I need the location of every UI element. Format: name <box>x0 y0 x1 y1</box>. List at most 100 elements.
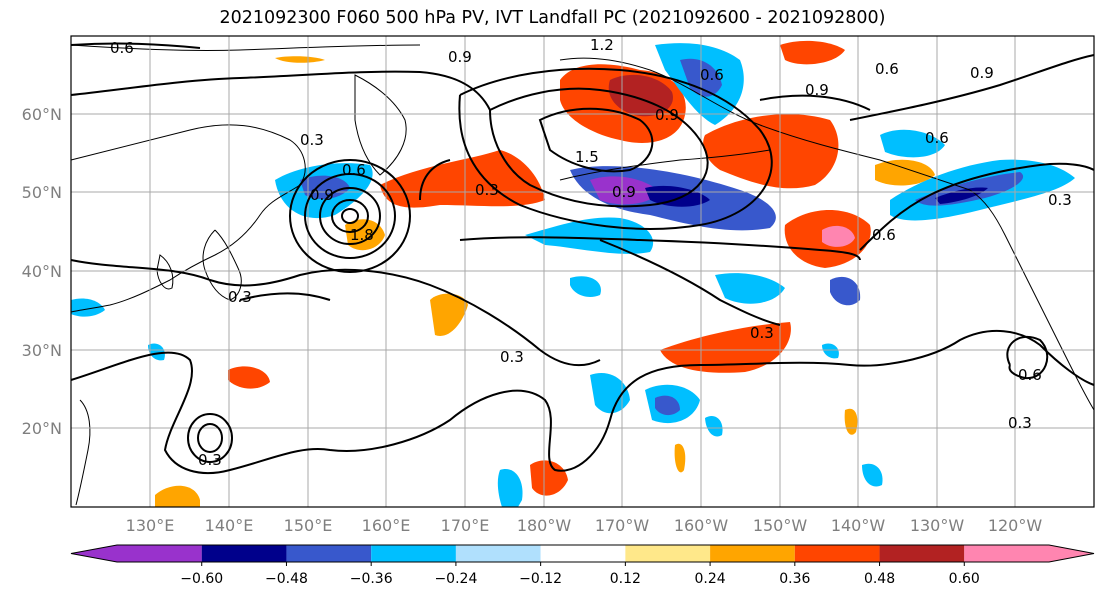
contour-aleutian-low <box>489 87 709 208</box>
contour-ne <box>759 94 871 111</box>
contour-mid-pac-2 <box>599 239 781 326</box>
contour-label: 0.9 <box>448 48 472 66</box>
contour-aleutian-low-2 <box>538 107 654 173</box>
contour-label: 1.8 <box>350 226 374 244</box>
contour-tropic-w-1 <box>187 413 234 463</box>
coast-asia <box>70 124 306 313</box>
colorbar-cell <box>625 545 711 562</box>
neg-region-central-2 <box>705 415 723 437</box>
neg-region-east-tropic <box>862 463 883 487</box>
coastlines <box>70 44 1095 506</box>
pos-region-arctic <box>780 40 845 65</box>
contour-ring-5 <box>341 208 360 224</box>
lon-label-130e: 130°E <box>126 516 175 535</box>
colorbar-cell <box>286 545 372 562</box>
coast-kamchatka <box>354 74 407 176</box>
contour-aleutian-4 <box>419 159 451 201</box>
colorbar-extension-low <box>71 545 202 562</box>
lon-label-160e: 160°E <box>362 516 411 535</box>
contour-label: 0.3 <box>500 348 524 366</box>
graticule <box>71 36 1094 507</box>
colorbar-tick-label: 0.24 <box>695 571 726 587</box>
contour-label: 0.3 <box>228 288 252 306</box>
contour-0.6-n <box>70 42 201 49</box>
contour-aleutian-low-3 <box>458 67 773 230</box>
lat-label-30n: 30°N <box>22 341 62 360</box>
pos-region-bc <box>875 159 935 186</box>
pv-contours <box>70 42 1095 475</box>
neg-region-west-edge <box>71 298 105 317</box>
colorbar-tick-label: 0.36 <box>779 571 810 587</box>
contour-label: 0.6 <box>872 226 896 244</box>
contour-label: 0.3 <box>475 181 499 199</box>
neg-region-aleutian <box>525 217 654 254</box>
colorbar-cell <box>455 545 541 562</box>
contour-label: 0.3 <box>1008 414 1032 432</box>
contour-label: 0.6 <box>342 161 366 179</box>
coast-japan <box>202 229 242 301</box>
contour-label-group: 0.6 0.9 1.2 0.6 0.9 0.3 0.6 0.9 1.5 0.9 … <box>110 36 1072 469</box>
colorbar-cell <box>540 545 626 562</box>
pos-region-kamchatka-edge <box>345 219 385 251</box>
contour-label: 0.3 <box>300 131 324 149</box>
lon-label-170e: 170°E <box>441 516 490 535</box>
colorbar-cell <box>371 545 456 562</box>
contour-label: 0.6 <box>925 129 949 147</box>
lat-label-40n: 40°N <box>22 262 62 281</box>
lon-label-140w: 140°W <box>831 516 886 535</box>
contour-label: 0.6 <box>110 39 134 57</box>
lat-label-60n: 60°N <box>22 105 62 124</box>
contour-label: 0.9 <box>612 183 636 201</box>
contour-label: 0.3 <box>198 451 222 469</box>
contour-label: 0.6 <box>700 66 724 84</box>
contour-label: 1.2 <box>590 36 614 54</box>
neg-region-aleutian-navy <box>645 185 710 207</box>
contour-label: 0.3 <box>750 324 774 342</box>
contour-label: 0.9 <box>970 64 994 82</box>
lat-label-group: 60°N 50°N 40°N 30°N 20°N <box>22 105 62 438</box>
lon-label-130w: 130°W <box>910 516 965 535</box>
neg-region-north-pac <box>715 273 785 304</box>
contour-pnw <box>859 162 1095 251</box>
colorbar-tick-label: −0.24 <box>434 571 477 587</box>
neg-region-subtropic-core <box>655 395 680 416</box>
lat-label-50n: 50°N <box>22 183 62 202</box>
contour-0.3-mid <box>70 259 601 367</box>
contour-ring-3 <box>289 159 412 273</box>
map-frame <box>70 35 1095 508</box>
colorbar-tick-label: −0.48 <box>265 571 308 587</box>
contour-high-lat <box>70 70 491 111</box>
contour-label: 0.6 <box>875 60 899 78</box>
contour-0.3-ne <box>239 292 331 301</box>
lon-label-150e: 150°E <box>284 516 333 535</box>
neg-region-bc-2 <box>880 129 945 158</box>
lat-label-20n: 20°N <box>22 419 62 438</box>
contour-label: 1.5 <box>575 148 599 166</box>
coast-philippines <box>75 399 91 506</box>
contour-0.3-south <box>70 329 1095 475</box>
pos-region-arctic-2 <box>275 56 325 63</box>
colorbar-cell <box>879 545 965 562</box>
coast-alaska <box>559 57 971 191</box>
colorbar-tick-label: −0.12 <box>519 571 562 587</box>
colorbar-tick-label: −0.36 <box>350 571 393 587</box>
lon-label-140e: 140°E <box>205 516 254 535</box>
pos-region-tropic-sw <box>155 485 200 507</box>
colorbar-outline <box>70 544 1095 563</box>
contour-label: 0.3 <box>1048 191 1072 209</box>
contour-label: 0.6 <box>1018 366 1042 384</box>
lon-label-group: 130°E 140°E 150°E 160°E 170°E 180°W 170°… <box>126 516 1043 535</box>
neg-region-subtropic-2 <box>590 372 630 414</box>
colorbar-extension-high <box>964 545 1094 562</box>
colorbar-ticks <box>201 562 965 566</box>
pos-region-subtropic-ne <box>660 322 791 373</box>
contour-tropic-w-2 <box>197 423 224 453</box>
neg-region-central-small <box>570 276 601 297</box>
colorbar-tick-label: 0.12 <box>610 571 641 587</box>
colorbar: −0.60 −0.48 −0.36 −0.24 −0.12 0.12 0.24 … <box>70 544 1095 587</box>
colorbar-cells <box>70 544 1095 563</box>
neg-region-north-pac-2 <box>830 276 861 306</box>
neg-region-small-3 <box>148 343 165 361</box>
lon-label-150w: 150°W <box>753 516 808 535</box>
